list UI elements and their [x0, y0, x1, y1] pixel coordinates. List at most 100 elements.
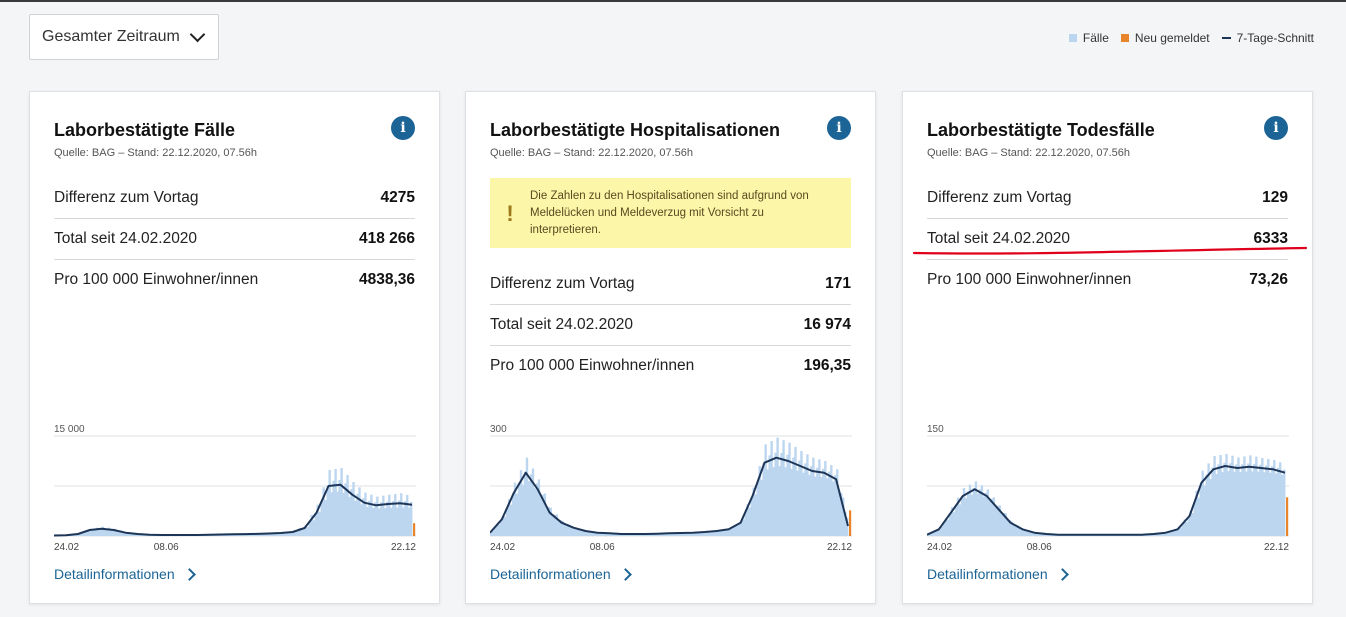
bar [1155, 533, 1159, 536]
bar [663, 533, 666, 536]
bar [107, 527, 111, 536]
bar [1207, 463, 1210, 536]
stat-row: Total seit 24.02.2020 16 974 [490, 305, 851, 346]
bar [99, 528, 103, 536]
bar [700, 532, 704, 536]
info-icon[interactable]: i [827, 116, 851, 140]
bar [252, 533, 256, 536]
bar [1175, 529, 1178, 536]
bar [314, 513, 317, 536]
bar [91, 530, 95, 536]
stat-label: Pro 100 000 Einwohner/innen [490, 357, 695, 374]
bar [113, 528, 117, 536]
bar [794, 446, 797, 536]
stat-row: Differenz zum Vortag 171 [490, 264, 851, 305]
bar [396, 507, 399, 536]
bar [1163, 532, 1167, 536]
bar [1038, 533, 1041, 536]
bar [300, 530, 304, 536]
bar [511, 494, 515, 536]
bar [669, 533, 672, 536]
bar [802, 472, 805, 536]
bar [258, 533, 262, 536]
bar [260, 533, 264, 536]
bar [1187, 516, 1190, 536]
bars [54, 468, 413, 536]
x-tick-label: 22.12 [391, 542, 416, 553]
bar [95, 527, 99, 536]
bar [109, 530, 113, 536]
bar [583, 530, 586, 536]
bar [734, 525, 738, 536]
bar [686, 532, 690, 536]
bar [722, 530, 726, 536]
y-max-label: 150 [927, 424, 944, 435]
avg-line [54, 483, 413, 537]
bar [1217, 464, 1220, 536]
bar [394, 494, 397, 536]
bar [810, 466, 813, 536]
bar [499, 520, 503, 536]
detail-link[interactable]: Detailinformationen [490, 566, 632, 582]
bar [1004, 513, 1007, 536]
bar [555, 514, 559, 536]
bar [956, 497, 960, 536]
bar [322, 487, 325, 536]
bar [1171, 530, 1175, 536]
stat-row: Pro 100 000 Einwohner/innen 4838,36 [54, 260, 415, 300]
stat-row: Total seit 24.02.2020 6333 [927, 219, 1288, 260]
bar [1032, 532, 1035, 536]
bar [1221, 472, 1224, 536]
bar [1263, 472, 1266, 536]
bar [270, 533, 274, 536]
bar [248, 534, 252, 536]
bar [694, 532, 698, 536]
bar [766, 469, 769, 536]
bar [1275, 473, 1278, 536]
bar [748, 507, 751, 536]
card-hospitalisations: Laborbestätigte Hospitalisationen Quelle… [465, 91, 876, 604]
bar [659, 533, 662, 536]
bar [782, 440, 785, 536]
bar [726, 529, 730, 536]
bar [1251, 471, 1254, 536]
bar [268, 533, 272, 536]
chart-hospitalisations: 300 24.02 08.06 22.12 [490, 424, 852, 553]
bar [129, 532, 132, 536]
bar [525, 457, 529, 536]
bar [288, 532, 292, 536]
bar [340, 468, 343, 536]
bar [958, 504, 962, 536]
legend-item-avg: 7-Tage-Schnitt [1221, 31, 1314, 45]
bar [1161, 533, 1165, 536]
detail-link[interactable]: Detailinformationen [54, 566, 196, 582]
bar [1167, 532, 1171, 536]
bar [89, 528, 93, 536]
bar [366, 507, 369, 536]
warning-text: Die Zahlen zu den Hospitalisationen sind… [530, 189, 809, 236]
bar [561, 521, 564, 536]
chevron-down-icon [189, 26, 206, 43]
info-icon[interactable]: i [1264, 116, 1288, 140]
bar [601, 532, 604, 536]
bar [730, 528, 734, 536]
info-icon[interactable]: i [391, 116, 415, 140]
bar [298, 528, 302, 536]
bar [1259, 464, 1262, 536]
bar [292, 530, 296, 536]
bar [370, 494, 373, 536]
bar [840, 492, 843, 536]
bar [784, 467, 787, 536]
bar [998, 505, 1001, 536]
detail-link[interactable]: Detailinformationen [927, 566, 1069, 582]
bar [599, 532, 602, 536]
bar [101, 526, 105, 536]
bars [927, 454, 1286, 536]
period-select[interactable]: Gesamter Zeitraum [29, 14, 219, 60]
stat-value: 418 266 [358, 230, 415, 247]
legend-label-cases: Fälle [1082, 31, 1109, 45]
bar [490, 532, 493, 536]
bar [978, 489, 982, 536]
bar [272, 533, 276, 536]
bar [690, 532, 694, 536]
